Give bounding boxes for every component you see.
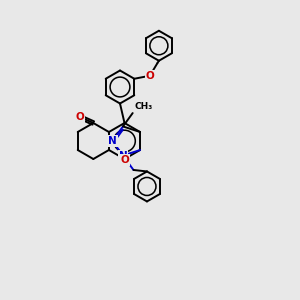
Text: CH₃: CH₃ [134,102,152,111]
Text: N: N [118,151,127,160]
Text: N: N [108,136,117,146]
Text: O: O [75,112,84,122]
Text: O: O [146,71,154,81]
Text: O: O [121,155,130,165]
